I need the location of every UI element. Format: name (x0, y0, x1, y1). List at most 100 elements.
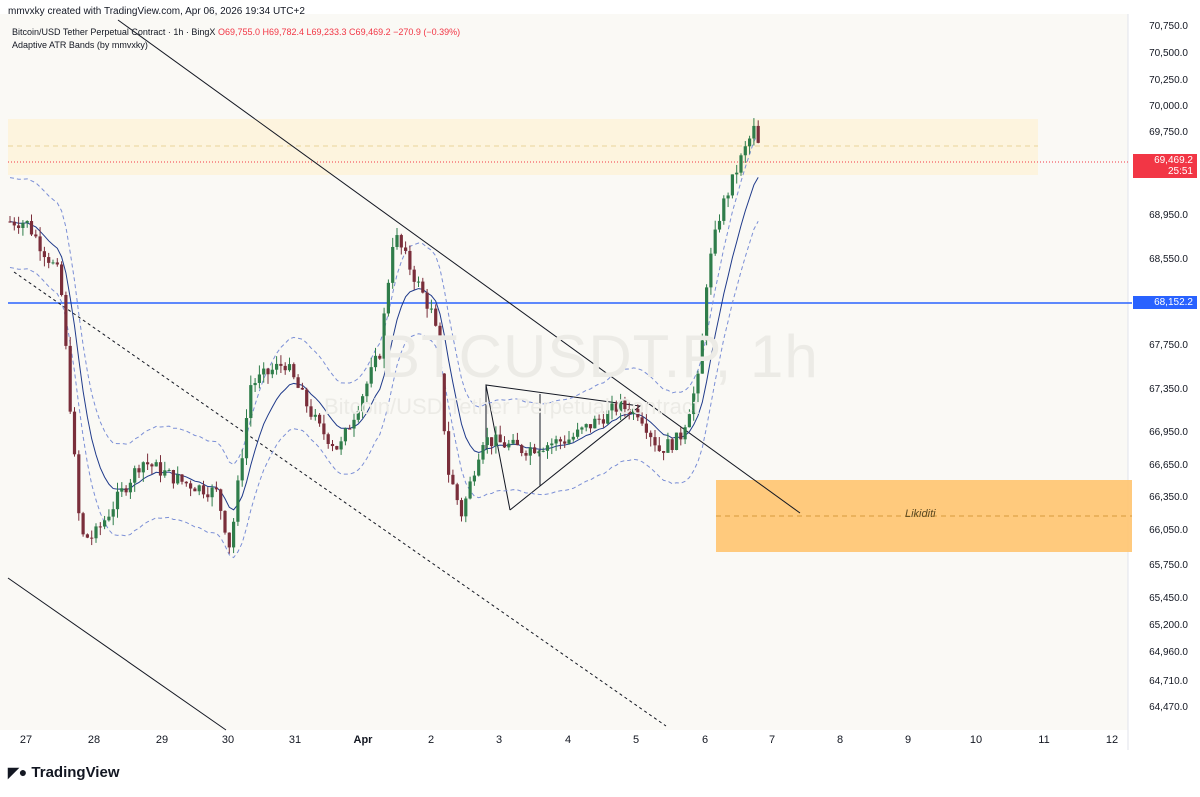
candle-body (249, 385, 253, 419)
candle-body (270, 369, 274, 375)
candle-body (81, 513, 85, 535)
candle-body (649, 432, 653, 438)
lower-channel-line[interactable] (7, 577, 227, 731)
candle-body (64, 294, 68, 346)
candle-body (748, 138, 752, 147)
resistance-zone (8, 119, 1038, 175)
time-tick-label: 2 (427, 734, 435, 746)
candle-body (623, 400, 627, 410)
candle-body (743, 146, 747, 156)
candle-body (709, 253, 713, 288)
candle-body (292, 364, 296, 378)
candle-body (700, 340, 704, 374)
candle-body (464, 498, 468, 517)
candle-body (47, 257, 51, 263)
candle-body (438, 325, 442, 374)
last-price-value: 69,469.2 (1154, 155, 1193, 166)
price-tick-label: 70,000.0 (1149, 101, 1188, 112)
candle-body (146, 462, 150, 465)
candle-body (442, 373, 446, 432)
candle-body (558, 439, 562, 442)
candle-body (601, 419, 605, 424)
candle-body (722, 198, 726, 221)
price-tick-label: 66,050.0 (1149, 525, 1188, 536)
candle-body (692, 393, 696, 415)
candle-body (554, 439, 558, 444)
candle-body (300, 387, 304, 390)
triangle-pattern[interactable] (485, 384, 642, 511)
candle-body (494, 434, 498, 447)
candle-body (167, 469, 171, 471)
time-tick-label: 3 (495, 734, 503, 746)
candle-body (451, 474, 455, 485)
candle-body (128, 482, 132, 493)
candle-body (666, 439, 670, 453)
candle-body (12, 221, 16, 226)
price-tick-label: 66,950.0 (1149, 427, 1188, 438)
candle-body (365, 383, 369, 397)
candle-body (687, 414, 691, 428)
candle-body (674, 432, 679, 450)
candle-body (158, 462, 163, 476)
price-tick-label: 66,350.0 (1149, 492, 1188, 503)
candle-body (150, 464, 154, 467)
candle-body (399, 235, 403, 248)
candle-body (210, 487, 214, 498)
candle-body (584, 424, 588, 428)
candle-body (416, 281, 421, 283)
candle-body (356, 411, 360, 420)
candle-body (563, 441, 567, 444)
candle-body (459, 500, 464, 517)
tradingview-logo: ◤● TradingView (8, 764, 120, 781)
candle-body (38, 236, 42, 252)
dashed-channel-line[interactable] (13, 271, 667, 727)
candle-body (571, 436, 575, 440)
price-tick-label: 70,750.0 (1149, 21, 1188, 32)
time-tick-label: 7 (768, 734, 776, 746)
candle-body (477, 459, 481, 476)
candle-body (335, 446, 339, 450)
candle-body (8, 221, 12, 223)
candle-body (524, 453, 528, 456)
price-tick-label: 64,960.0 (1149, 647, 1188, 658)
candle-body (309, 406, 313, 417)
price-tick-label: 67,350.0 (1149, 384, 1188, 395)
candle-body (296, 377, 300, 388)
price-tick-label: 70,250.0 (1149, 75, 1188, 86)
candle-body (343, 428, 347, 442)
price-tick-label: 64,710.0 (1149, 676, 1188, 687)
hline-price-value: 68,152.2 (1154, 297, 1193, 308)
candle-body (318, 414, 322, 424)
candle-body (597, 418, 601, 420)
candle-body (115, 491, 120, 510)
candle-body (447, 431, 451, 475)
candle-body (545, 445, 550, 451)
hline-price-tag: 68,152.2 (1133, 296, 1197, 309)
candle-body (502, 442, 507, 448)
candle-body (606, 410, 610, 424)
candle-body (657, 445, 661, 452)
price-tick-label: 70,500.0 (1149, 48, 1188, 59)
candle-body (141, 462, 145, 473)
candle-body (361, 396, 365, 412)
candle-body (42, 251, 46, 258)
last-price-tag: 69,469.2 25:51 (1133, 154, 1197, 178)
candle-body (391, 246, 395, 283)
price-tick-label: 66,650.0 (1149, 460, 1188, 471)
candle-body (154, 462, 158, 467)
candle-body (395, 235, 399, 247)
price-tick-label: 65,750.0 (1149, 560, 1188, 571)
candle-body (696, 373, 700, 394)
candle-body (201, 485, 206, 495)
candle-body (103, 520, 107, 527)
candle-body (670, 439, 674, 450)
candle-body (429, 308, 433, 310)
time-tick-label: 27 (19, 734, 33, 746)
time-tick-label: 12 (1105, 734, 1119, 746)
countdown-value: 25:51 (1167, 166, 1193, 177)
candle-body (227, 532, 231, 548)
time-tick-label: Apr (353, 734, 373, 746)
price-tick-label: 65,450.0 (1149, 593, 1188, 604)
candle-body (98, 526, 102, 528)
